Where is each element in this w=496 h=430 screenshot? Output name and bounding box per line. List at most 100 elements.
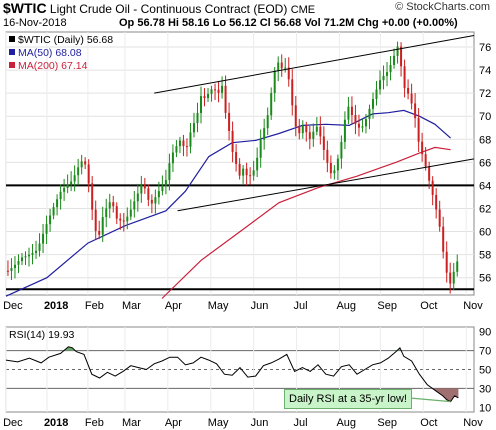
- price-x-tick-label: Jun: [251, 300, 269, 312]
- candle-body: [452, 271, 455, 284]
- price-y-tick-label: 68: [479, 134, 491, 146]
- candle-body: [45, 224, 48, 234]
- candle-body: [291, 79, 294, 106]
- candle-body: [6, 270, 9, 272]
- candle-body: [414, 103, 417, 119]
- candle-body: [66, 184, 69, 188]
- candle-body: [407, 87, 410, 94]
- chg-value: +0.00 (+0.00%): [381, 17, 458, 29]
- candle-body: [143, 184, 146, 189]
- candle-body: [98, 230, 101, 235]
- candle-body: [294, 105, 297, 127]
- candle-body: [221, 85, 224, 93]
- legend-label: MA(200) 67.14: [18, 60, 88, 72]
- vol-value: 71.2M: [323, 17, 355, 29]
- candle-body: [417, 118, 420, 142]
- candle-body: [315, 126, 318, 132]
- candle-body: [379, 80, 382, 90]
- candle-body: [400, 46, 403, 67]
- candle-body: [238, 163, 241, 176]
- rsi-oversold-fill: [433, 388, 459, 402]
- trendline: [177, 158, 475, 212]
- candle-body: [35, 250, 38, 253]
- rsi-x-tick-label: Dec: [3, 417, 23, 429]
- symbol: $WTIC: [3, 0, 47, 16]
- candle-body: [203, 96, 206, 99]
- callout-pointer: [409, 397, 451, 403]
- candle-body: [386, 72, 389, 76]
- candle-body: [393, 55, 396, 65]
- candle-body: [122, 220, 125, 222]
- candle-body: [424, 154, 427, 167]
- candle-body: [312, 131, 315, 139]
- price-y-tick-label: 56: [479, 273, 491, 285]
- candle-body: [456, 261, 459, 272]
- candle-body: [59, 191, 62, 200]
- candle-body: [87, 164, 90, 184]
- rsi-annotation: Daily RSI at a 35-yr low!: [284, 389, 412, 409]
- candle-body: [189, 132, 192, 147]
- rsi-y-tick-label: 30: [479, 383, 491, 395]
- rsi-x-tick-label: Oct: [420, 417, 437, 429]
- price-x-tick-label: Dec: [3, 300, 23, 312]
- candle-body: [31, 252, 34, 255]
- price-x-tick-label: Apr: [165, 300, 182, 312]
- candle-body: [77, 167, 80, 176]
- candle-body: [24, 256, 27, 258]
- price-x-tick-label: Nov: [463, 300, 483, 312]
- price-y-tick-label: 70: [479, 111, 491, 123]
- candle-body: [445, 251, 448, 273]
- legend-label: $WTIC (Daily) 56.68: [18, 34, 113, 46]
- candle-body: [154, 197, 157, 204]
- candle-body: [20, 257, 23, 262]
- candle-body: [207, 93, 210, 99]
- candle-body: [42, 233, 45, 244]
- candle-body: [431, 180, 434, 195]
- candle-body: [403, 66, 406, 88]
- candle-body: [49, 215, 52, 225]
- candle-body: [329, 162, 332, 174]
- candle-body: [442, 226, 445, 252]
- candle-body: [336, 158, 339, 171]
- candle-body: [56, 199, 59, 208]
- ohlc-stats: Op 56.78 Hi 58.16 Lo 56.12 Cl 56.68 Vol …: [119, 17, 458, 29]
- rsi-y-tick-label: 50: [479, 365, 491, 377]
- candle-body: [175, 146, 178, 153]
- candle-body: [322, 136, 325, 150]
- candle-body: [185, 146, 188, 148]
- candle-body: [438, 209, 441, 227]
- legend-swatch: [9, 62, 15, 68]
- ma200-line: [161, 146, 451, 299]
- candle-body: [38, 243, 41, 251]
- candle-body: [347, 106, 350, 120]
- rsi-x-tick-label: Jun: [251, 417, 269, 429]
- candle-body: [371, 98, 374, 109]
- legend-swatch: [9, 49, 15, 55]
- rsi-x-tick-label: Feb: [85, 417, 104, 429]
- price-x-tick-label: Mar: [122, 300, 141, 312]
- candle-body: [182, 140, 185, 147]
- trendline: [154, 34, 475, 94]
- candle-body: [63, 187, 66, 192]
- candle-body: [319, 126, 322, 137]
- candle-body: [305, 125, 308, 133]
- rsi-x-tick-label: Mar: [122, 417, 141, 429]
- high-value: 58.16: [182, 17, 210, 29]
- candle-body: [200, 96, 202, 113]
- rsi-x-tick-label: Sep: [377, 417, 397, 429]
- candle-body: [171, 152, 174, 164]
- legend-swatch: [9, 36, 15, 42]
- exchange: CME: [290, 4, 316, 16]
- candle-body: [357, 123, 360, 128]
- rsi-x-tick-label: Jul: [294, 417, 308, 429]
- price-x-tick-label: Feb: [85, 300, 104, 312]
- candle-body: [449, 272, 452, 284]
- candle-body: [301, 125, 304, 134]
- candle-body: [252, 170, 255, 176]
- candle-body: [129, 209, 132, 217]
- candle-body: [364, 119, 367, 127]
- candle-body: [421, 141, 424, 155]
- price-y-tick-label: 76: [479, 42, 491, 54]
- candle-body: [368, 108, 371, 120]
- candle-body: [298, 126, 301, 134]
